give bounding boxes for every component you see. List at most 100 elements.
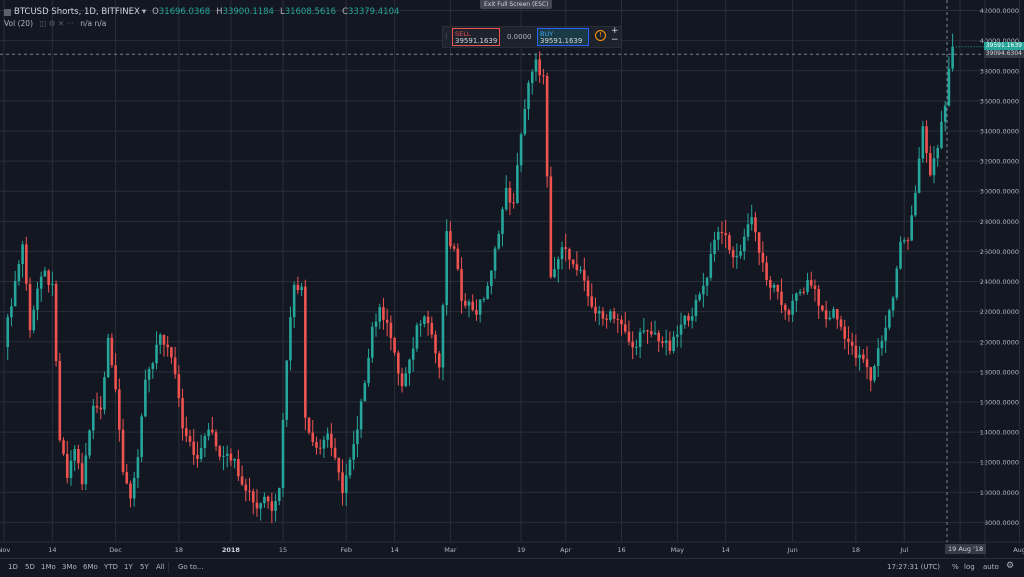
buy-button[interactable]: BUY 39591.1639 <box>537 28 589 46</box>
range-1mo[interactable]: 1Mo <box>41 563 56 571</box>
candle-body <box>207 429 210 437</box>
candle-body <box>519 134 523 166</box>
sell-button[interactable]: SELL 39591.1639 <box>452 28 500 46</box>
candle-body <box>140 416 143 458</box>
candle-body <box>341 472 344 494</box>
range-6mo[interactable]: 6Mo <box>83 563 98 571</box>
candle-body <box>270 501 274 511</box>
candle-body <box>196 454 199 459</box>
candle-body <box>393 338 396 353</box>
percent-toggle[interactable]: % <box>952 563 959 571</box>
candle-body <box>772 284 776 288</box>
candle-body <box>538 59 541 76</box>
drag-handle-icon[interactable]: ⁞ <box>445 32 448 41</box>
bottom-toolbar: 1D 5D 1Mo 3Mo 6Mo YTD 1Y 5Y All Go to...… <box>0 558 1024 577</box>
candle-body <box>601 311 605 319</box>
candle-body <box>121 429 125 472</box>
goto-button[interactable]: Go to... <box>178 563 204 571</box>
candle-body <box>813 285 817 289</box>
candle-body <box>13 280 17 307</box>
candle-body <box>296 284 300 291</box>
candle-body <box>690 316 694 321</box>
candle-body <box>850 341 854 346</box>
candle-body <box>32 309 36 331</box>
x-tick-label: May <box>671 546 685 554</box>
candle-body <box>493 248 497 271</box>
y-tick-label: 34000.0000 <box>980 127 1019 135</box>
y-tick-label: 16000.0000 <box>980 398 1019 406</box>
candle-body <box>307 417 311 433</box>
candle-body <box>653 332 657 335</box>
candle-body <box>281 419 285 489</box>
candle-body <box>806 280 809 292</box>
range-1d[interactable]: 1D <box>8 563 18 571</box>
candle-body <box>43 270 47 277</box>
range-5d[interactable]: 5D <box>25 563 35 571</box>
gear-icon[interactable]: ⚙ <box>1006 561 1015 571</box>
candle-body <box>240 476 244 485</box>
range-3mo[interactable]: 3Mo <box>62 563 77 571</box>
minus-icon[interactable]: − <box>611 35 619 45</box>
candle-body <box>716 231 720 240</box>
candle-body <box>940 121 943 148</box>
candle-body <box>389 322 393 339</box>
y-tick-label: 14000.0000 <box>980 429 1019 437</box>
candle-body <box>910 215 913 241</box>
low-value: 31608.5616 <box>284 7 337 17</box>
candle-body <box>419 323 422 326</box>
candle-body <box>761 252 765 263</box>
candle-body <box>672 336 675 351</box>
candle-body <box>144 379 147 417</box>
volume-label[interactable]: Vol (20) <box>4 19 34 28</box>
candle-body <box>668 340 672 351</box>
range-5y[interactable]: 5Y <box>140 563 149 571</box>
candle-body <box>616 318 620 320</box>
candle-body <box>698 294 701 300</box>
plus-icon[interactable]: + <box>611 26 619 36</box>
log-toggle[interactable]: log <box>964 563 975 571</box>
candle-body <box>501 209 504 234</box>
candle-body <box>333 447 337 458</box>
candle-body <box>370 326 374 358</box>
symbol-title[interactable]: BTCUSD Shorts, 1D, BITFINEX <box>14 7 140 17</box>
x-tick-label: Aug <box>1013 546 1024 554</box>
x-tick-label: Jun <box>787 546 798 554</box>
candle-body <box>274 501 277 511</box>
x-tick-label: Apr <box>560 546 572 554</box>
candle-body <box>888 310 891 328</box>
candle-body <box>304 286 307 418</box>
candle-body <box>579 269 582 271</box>
candle-body <box>84 455 88 485</box>
x-tick-label: 14 <box>48 546 56 554</box>
candle-body <box>583 269 586 281</box>
candle-body <box>627 331 631 342</box>
candle-body <box>620 319 623 325</box>
auto-toggle[interactable]: auto <box>983 563 999 571</box>
close-value: 33379.4104 <box>348 7 400 17</box>
candle-body <box>315 441 318 448</box>
candle-body <box>902 240 906 242</box>
candle-body <box>166 344 169 348</box>
candle-body <box>839 319 843 327</box>
candle-body <box>798 291 802 294</box>
range-all[interactable]: All <box>156 563 165 571</box>
candle-body <box>374 321 378 327</box>
chevron-down-icon[interactable]: ▾ <box>141 7 147 17</box>
x-tick-label: 19 <box>517 546 525 554</box>
exit-fullscreen-hint[interactable]: Exit Full Screen (ESC) <box>480 0 553 9</box>
range-1y[interactable]: 1Y <box>124 563 133 571</box>
candle-body <box>769 280 772 288</box>
candle-body <box>787 310 791 315</box>
candle-body <box>735 255 739 258</box>
eye-icon[interactable]: ◫ ⚙ ✕ ··· <box>39 19 74 28</box>
candle-body <box>560 247 564 260</box>
candle-body <box>192 441 196 455</box>
candle-body <box>553 269 556 278</box>
range-ytd[interactable]: YTD <box>104 563 118 571</box>
candle-body <box>586 280 590 297</box>
candle-body <box>679 324 683 335</box>
y-tick-label: 32000.0000 <box>980 158 1019 166</box>
clock[interactable]: 17:27:31 (UTC) <box>887 563 941 571</box>
info-icon[interactable]: ! <box>595 30 606 41</box>
